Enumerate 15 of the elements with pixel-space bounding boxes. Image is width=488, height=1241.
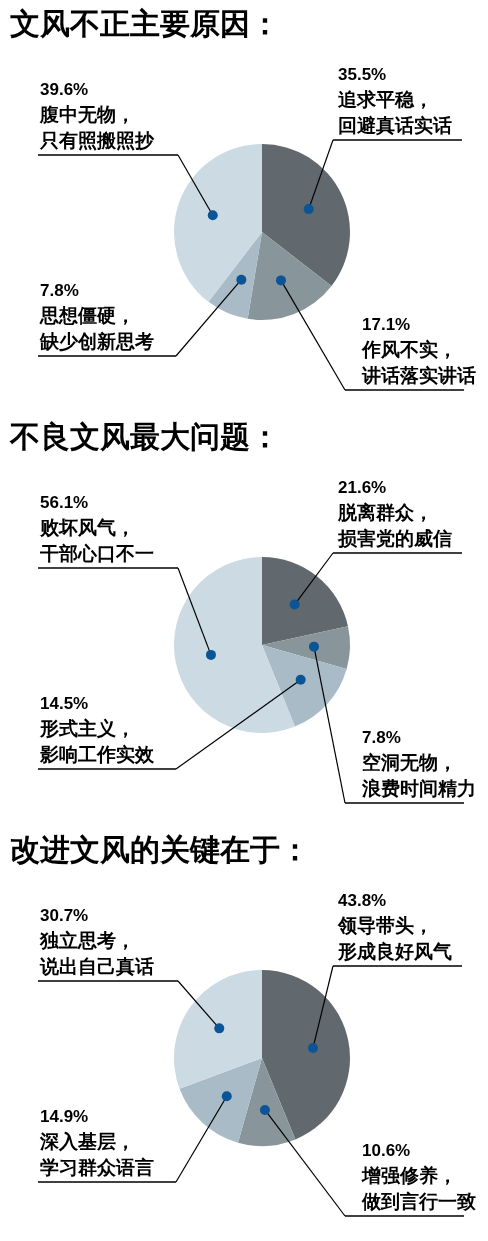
title: 文风不正主要原因：	[10, 7, 280, 40]
slice-label: 30.7% 独立思考，说出自己真话	[40, 906, 154, 977]
slice-label: 35.5% 追求平稳，回避真话实话	[338, 65, 452, 136]
slice-label: 10.6% 增强修养，做到言行一致	[362, 1141, 476, 1212]
slice-label: 7.8% 思想僵硬，缺少创新思考	[40, 281, 154, 352]
slice-label: 7.8% 空洞无物，浪费时间精力	[362, 728, 476, 799]
slice-label: 43.8% 领导带头，形成良好风气	[338, 891, 452, 962]
title: 改进文风的关键在于：	[10, 833, 310, 866]
slice-label: 39.6% 腹中无物，只有照搬照抄	[40, 80, 154, 151]
slice-label: 14.5% 形式主义，影响工作实效	[40, 694, 154, 765]
slice-label: 17.1% 作风不实，讲话落实讲话	[362, 315, 476, 386]
slice-label: 56.1% 败坏风气，干部心口不一	[40, 493, 154, 564]
title: 不良文风最大问题：	[10, 420, 280, 453]
slice-label: 14.9% 深入基层，学习群众语言	[40, 1107, 154, 1178]
slice-label: 21.6% 脱离群众，损害党的威信	[338, 478, 452, 549]
